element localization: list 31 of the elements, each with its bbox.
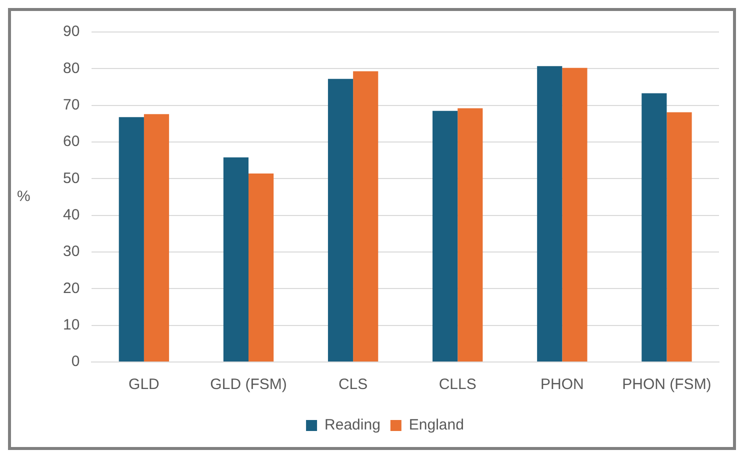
y-tick-label: 40 xyxy=(62,206,80,224)
y-tick-label: 30 xyxy=(62,243,80,260)
x-tick-label: CLLS xyxy=(438,376,476,394)
x-tick-label: PHON (FSM) xyxy=(622,376,712,394)
bar xyxy=(537,66,562,362)
bar xyxy=(432,110,458,362)
y-tick-label: 80 xyxy=(62,60,80,77)
y-tick-label: 20 xyxy=(62,280,80,297)
x-tick-label: CLS xyxy=(338,376,368,394)
x-tick-label: GLD xyxy=(128,376,160,394)
bar xyxy=(458,108,483,362)
bar xyxy=(642,93,667,362)
legend-label: England xyxy=(408,416,464,434)
legend-label: Reading xyxy=(324,416,380,434)
y-tick-label: 70 xyxy=(62,96,80,114)
y-axis-title: % xyxy=(17,188,30,206)
x-tick-label: PHON xyxy=(540,376,584,394)
bar xyxy=(223,157,249,362)
bar xyxy=(328,78,354,362)
y-tick-label: 10 xyxy=(62,316,80,334)
bar xyxy=(248,174,274,362)
x-tick-label: GLD (FSM) xyxy=(210,376,287,394)
bar xyxy=(666,112,692,362)
y-tick-label: 50 xyxy=(62,170,80,187)
bar xyxy=(353,71,378,362)
y-tick-label: 0 xyxy=(71,353,80,370)
bar xyxy=(144,114,170,362)
bar xyxy=(562,68,588,362)
y-tick-label: 90 xyxy=(62,23,80,40)
y-tick-label: 60 xyxy=(62,133,80,150)
bar xyxy=(118,117,144,362)
